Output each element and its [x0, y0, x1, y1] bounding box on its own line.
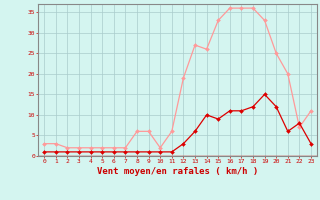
X-axis label: Vent moyen/en rafales ( km/h ): Vent moyen/en rafales ( km/h ) [97, 167, 258, 176]
